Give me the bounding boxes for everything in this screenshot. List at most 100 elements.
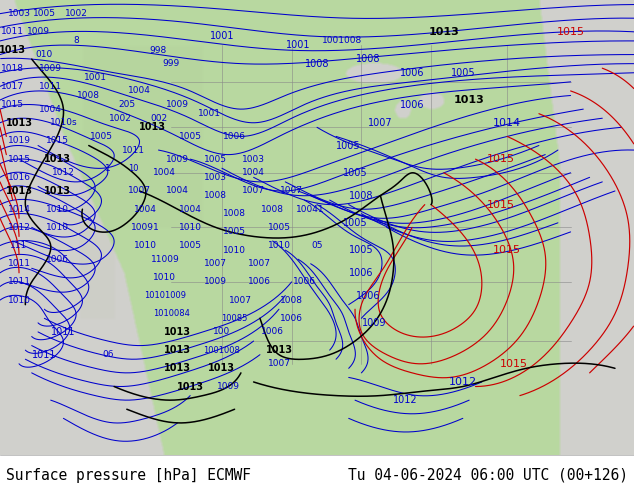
Text: 1011: 1011 bbox=[32, 350, 56, 360]
Text: 1010: 1010 bbox=[153, 273, 176, 282]
Text: Surface pressure [hPa] ECMWF: Surface pressure [hPa] ECMWF bbox=[6, 467, 251, 483]
Text: 11009: 11009 bbox=[150, 255, 179, 264]
Text: 1015: 1015 bbox=[500, 359, 527, 369]
Text: 1019: 1019 bbox=[8, 136, 30, 146]
Text: 1010: 1010 bbox=[8, 295, 30, 305]
Text: 1005: 1005 bbox=[451, 68, 475, 78]
Text: 1003: 1003 bbox=[8, 9, 30, 18]
Text: 06: 06 bbox=[102, 350, 113, 359]
Text: 8: 8 bbox=[73, 36, 79, 46]
Text: 1006: 1006 bbox=[293, 277, 316, 287]
Text: 1013: 1013 bbox=[177, 382, 204, 392]
Text: 1014: 1014 bbox=[493, 118, 521, 128]
Text: 1005: 1005 bbox=[343, 218, 367, 228]
Text: 1010: 1010 bbox=[134, 241, 157, 250]
Text: 1010: 1010 bbox=[46, 205, 68, 214]
Text: 1014: 1014 bbox=[8, 205, 30, 214]
Text: 1004: 1004 bbox=[166, 187, 189, 196]
Text: 1013: 1013 bbox=[6, 186, 32, 196]
Text: 1013: 1013 bbox=[44, 186, 70, 196]
Text: 1004: 1004 bbox=[128, 86, 151, 96]
Text: 1015: 1015 bbox=[557, 27, 585, 37]
Text: 1003: 1003 bbox=[204, 173, 227, 182]
Text: 1004: 1004 bbox=[153, 168, 176, 177]
Text: 1008: 1008 bbox=[280, 295, 303, 305]
Text: 10101009: 10101009 bbox=[144, 291, 186, 300]
Text: 1010s: 1010s bbox=[49, 118, 77, 127]
Text: 1011: 1011 bbox=[51, 327, 75, 337]
Text: 1012: 1012 bbox=[8, 223, 30, 232]
Text: 1004: 1004 bbox=[179, 205, 202, 214]
Text: 1010: 1010 bbox=[179, 223, 202, 232]
Text: 1013: 1013 bbox=[429, 27, 459, 37]
Text: 1005: 1005 bbox=[223, 227, 246, 236]
Text: 1011: 1011 bbox=[1, 27, 24, 36]
Text: 1007: 1007 bbox=[249, 259, 271, 268]
Text: 1006: 1006 bbox=[249, 277, 271, 287]
Text: 1006: 1006 bbox=[46, 255, 68, 264]
Text: 1013: 1013 bbox=[6, 118, 32, 128]
Text: 1007: 1007 bbox=[230, 295, 252, 305]
Text: 1001008: 1001008 bbox=[322, 36, 363, 46]
Text: 1015: 1015 bbox=[46, 136, 68, 146]
Text: 1015: 1015 bbox=[487, 199, 515, 210]
Text: 1013: 1013 bbox=[164, 327, 191, 337]
Text: 1012: 1012 bbox=[449, 377, 477, 387]
Text: 1009: 1009 bbox=[39, 64, 62, 73]
Text: 1001: 1001 bbox=[84, 73, 107, 82]
Text: 998: 998 bbox=[150, 46, 167, 54]
Text: 1015: 1015 bbox=[493, 245, 521, 255]
Text: 1013: 1013 bbox=[44, 154, 70, 164]
Text: 1010: 1010 bbox=[268, 241, 290, 250]
Text: 1009: 1009 bbox=[27, 27, 49, 36]
Text: 1001: 1001 bbox=[286, 41, 310, 50]
Text: 1013: 1013 bbox=[164, 345, 191, 355]
Text: 1007: 1007 bbox=[242, 187, 265, 196]
Text: 1001: 1001 bbox=[198, 109, 221, 118]
Text: 205: 205 bbox=[118, 100, 136, 109]
Text: 010: 010 bbox=[36, 50, 53, 59]
Text: 1018: 1018 bbox=[1, 64, 24, 73]
Text: 1008: 1008 bbox=[223, 209, 246, 218]
Text: 1017: 1017 bbox=[1, 82, 24, 91]
Text: 1005: 1005 bbox=[337, 141, 361, 150]
Text: 1006: 1006 bbox=[356, 291, 380, 300]
Text: 1005: 1005 bbox=[268, 223, 290, 232]
Text: 1013: 1013 bbox=[139, 122, 165, 132]
Text: 1009: 1009 bbox=[166, 155, 189, 164]
Text: 1010: 1010 bbox=[223, 245, 246, 255]
Text: 1005: 1005 bbox=[349, 245, 373, 255]
Text: 1007: 1007 bbox=[268, 359, 290, 368]
Text: 10: 10 bbox=[128, 164, 138, 173]
Text: 1011: 1011 bbox=[122, 146, 145, 154]
Text: 1001008: 1001008 bbox=[204, 345, 240, 355]
Text: 1013: 1013 bbox=[454, 95, 484, 105]
Text: 1010084: 1010084 bbox=[153, 309, 190, 318]
Text: 1011: 1011 bbox=[8, 259, 30, 268]
Text: 1010: 1010 bbox=[46, 223, 68, 232]
Text: 1013: 1013 bbox=[266, 345, 292, 355]
Text: 1006: 1006 bbox=[400, 99, 424, 110]
Text: Tu 04-06-2024 06:00 UTC (00+126): Tu 04-06-2024 06:00 UTC (00+126) bbox=[347, 467, 628, 483]
Text: 1011: 1011 bbox=[39, 82, 62, 91]
Text: 1008: 1008 bbox=[305, 59, 329, 69]
Text: 1005: 1005 bbox=[343, 168, 367, 178]
Text: 1004: 1004 bbox=[242, 168, 265, 177]
Text: 1006: 1006 bbox=[280, 314, 303, 323]
Text: 1011: 1011 bbox=[8, 277, 30, 287]
Text: 1013: 1013 bbox=[209, 363, 235, 373]
Text: 1009: 1009 bbox=[204, 277, 227, 287]
Text: 1007: 1007 bbox=[204, 259, 227, 268]
Text: 10085: 10085 bbox=[221, 314, 248, 323]
Text: 1013: 1013 bbox=[164, 363, 191, 373]
Text: 1006: 1006 bbox=[349, 268, 373, 278]
Text: 1006: 1006 bbox=[400, 68, 424, 78]
Text: 1016: 1016 bbox=[8, 173, 30, 182]
Text: 1008: 1008 bbox=[261, 205, 284, 214]
Text: 05: 05 bbox=[311, 241, 323, 250]
Text: 002: 002 bbox=[150, 114, 167, 122]
Text: 1004: 1004 bbox=[39, 105, 62, 114]
Text: 999: 999 bbox=[162, 59, 180, 68]
Text: 1006: 1006 bbox=[223, 132, 246, 141]
Text: 1013: 1013 bbox=[0, 45, 26, 55]
